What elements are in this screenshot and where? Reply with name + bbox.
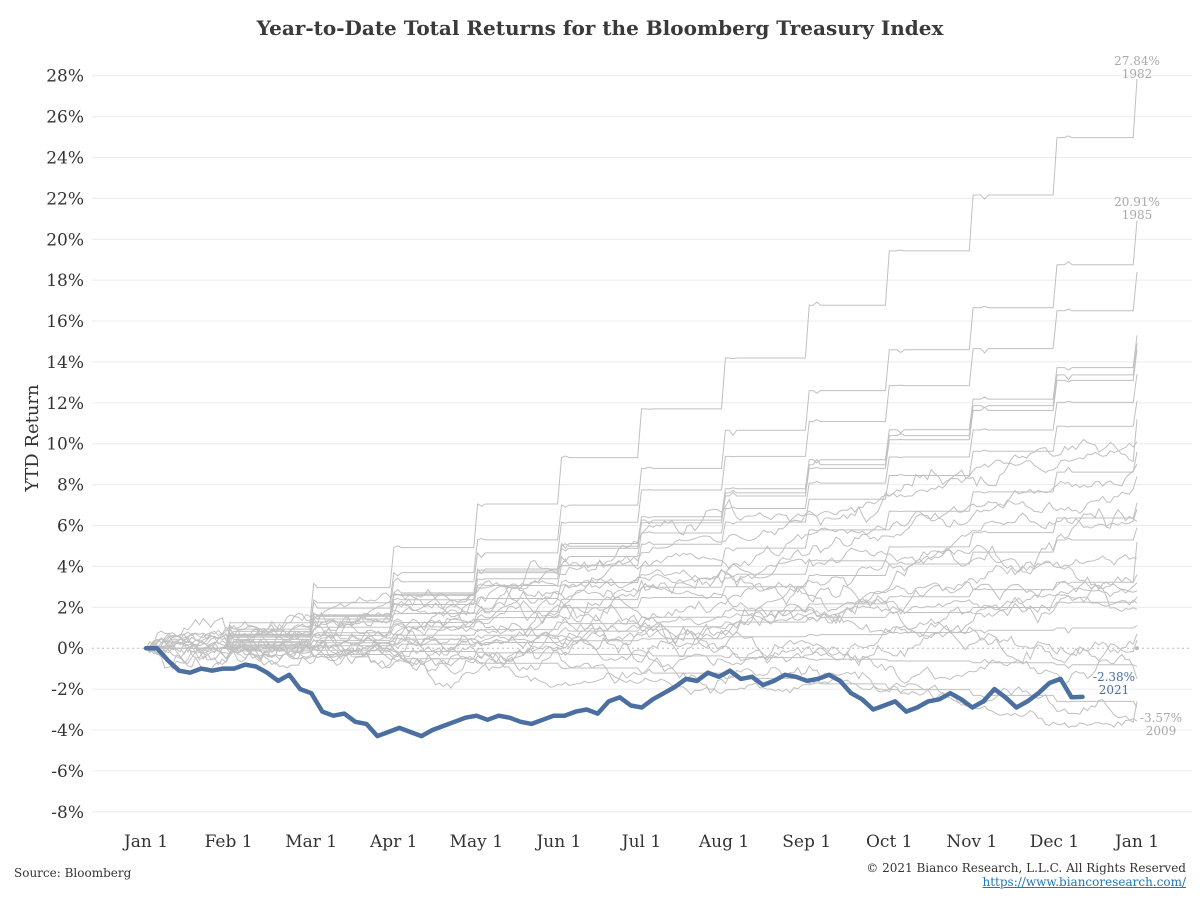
background-year-line <box>146 349 1138 649</box>
background-year-line <box>146 625 1138 650</box>
label-2021-year: 2021 <box>1099 683 1130 697</box>
source-note: Source: Bloomberg <box>14 866 132 880</box>
background-year-line <box>145 476 1138 655</box>
background-year-line <box>145 638 1138 685</box>
x-tick-label: Jan 1 <box>122 832 168 852</box>
y-tick-label: 20% <box>46 230 84 250</box>
y-tick-label: -4% <box>51 721 84 741</box>
x-tick-label: Jul 1 <box>620 832 661 852</box>
label-1985-year: 1985 <box>1122 208 1153 222</box>
background-year-line <box>145 541 1138 652</box>
website-link[interactable]: https://www.biancoresearch.com/ <box>982 875 1186 889</box>
background-year-line <box>146 343 1138 649</box>
background-year-line <box>145 624 1138 672</box>
background-year-line <box>145 622 1138 669</box>
end-labels: 27.84%1982 20.91%1985 -2.38%2021 -3.57%2009 <box>1093 54 1182 738</box>
y-tick-label: -2% <box>51 680 84 700</box>
background-year-line <box>146 647 1138 708</box>
x-tick-label: Mar 1 <box>285 832 337 852</box>
label-2009-year: 2009 <box>1146 724 1177 738</box>
y-tick-label: 0% <box>57 639 84 659</box>
y-tick-label: -8% <box>51 803 84 823</box>
x-tick-label: Jan 1 <box>1113 832 1159 852</box>
y-tick-label: 4% <box>57 557 84 577</box>
x-tick-label: Jun 1 <box>534 832 581 852</box>
y-tick-label: 14% <box>46 353 84 373</box>
y-axis-label: YTD Return <box>22 384 43 493</box>
y-tick-label: 12% <box>46 394 84 414</box>
x-tick-label: Aug 1 <box>698 832 749 852</box>
chart-title: Year-to-Date Total Returns for the Bloom… <box>256 16 944 40</box>
x-tick-label: Apr 1 <box>369 832 418 852</box>
background-year-line <box>146 271 1138 649</box>
y-tick-label: 2% <box>57 598 84 618</box>
x-tick-label: May 1 <box>450 832 503 852</box>
background-year-line <box>146 451 1138 649</box>
y-tick-label: 28% <box>46 67 84 87</box>
y-tick-label: 8% <box>57 476 84 496</box>
label-1985-value: 20.91% <box>1114 195 1160 209</box>
y-tick-label: 22% <box>46 189 84 209</box>
y-tick-label: -6% <box>51 762 84 782</box>
label-2009-value: -3.57% <box>1140 711 1182 725</box>
highlight-series-group <box>143 645 1085 739</box>
zero-end-dot <box>1135 646 1139 651</box>
y-tick-label: 6% <box>57 517 84 537</box>
x-tick-label: Sep 1 <box>782 832 831 852</box>
background-year-line <box>145 463 1138 649</box>
x-tick-label: Oct 1 <box>866 832 913 852</box>
y-tick-label: 26% <box>46 108 84 128</box>
gridlines <box>92 75 1192 813</box>
y-axis-ticks: -8% -6% -4% -2% 0% 2% 4% 6% 8% 10% 12% 14% 16% 18% 20%… <box>46 67 84 823</box>
series-2021-line <box>143 645 1085 739</box>
x-tick-label: Dec 1 <box>1030 832 1079 852</box>
x-tick-label: Nov 1 <box>946 832 997 852</box>
x-tick-label: Feb 1 <box>205 832 253 852</box>
y-tick-label: 16% <box>46 312 84 332</box>
label-1982-year: 1982 <box>1122 67 1153 81</box>
background-year-line <box>146 78 1138 649</box>
y-tick-label: 10% <box>46 435 84 455</box>
copyright-note: © 2021 Bianco Research, L.L.C. All Right… <box>866 861 1186 875</box>
background-year-line <box>146 647 1138 669</box>
x-axis-ticks: Jan 1 Feb 1 Mar 1 Apr 1 May 1 Jun 1 Jul 1 Aug 1… <box>122 832 1159 852</box>
background-year-line <box>146 400 1138 649</box>
background-year-line <box>145 587 1138 655</box>
label-1982-value: 27.84% <box>1114 54 1160 68</box>
y-tick-label: 24% <box>46 148 84 168</box>
y-tick-label: 18% <box>46 271 84 291</box>
background-year-line <box>145 594 1138 669</box>
label-2021-value: -2.38% <box>1093 670 1135 684</box>
